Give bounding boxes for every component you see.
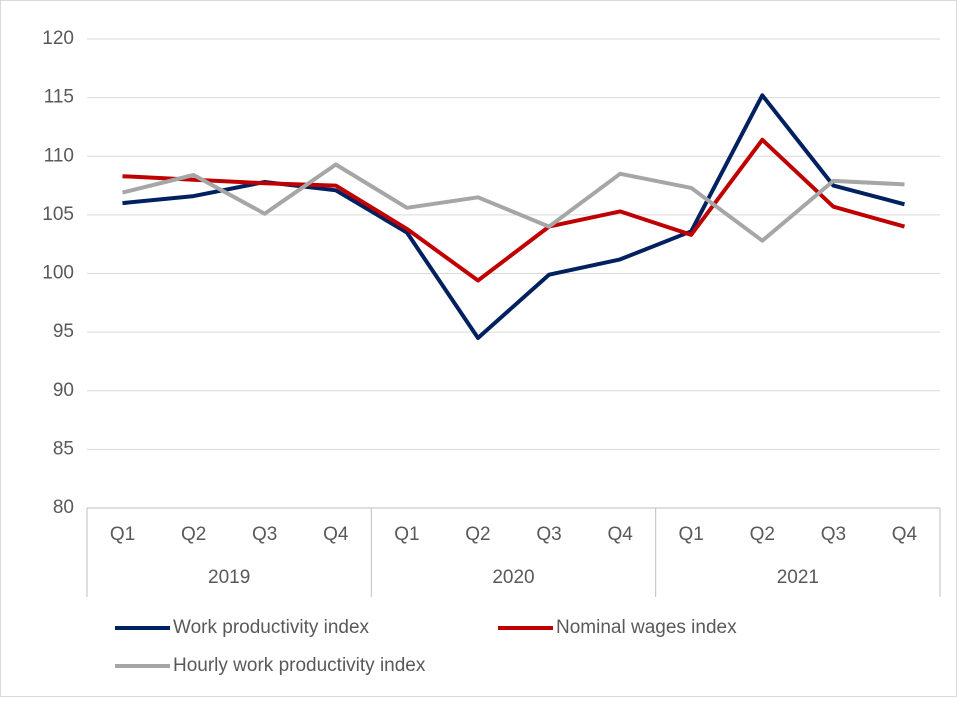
x-tick-label: Q2 (465, 524, 490, 545)
series-line (122, 137, 906, 283)
x-tick-label: Q4 (607, 524, 633, 545)
x-tick-label: Q4 (323, 524, 349, 545)
x-tick-label: Q2 (181, 524, 206, 545)
x-tick-label: Q1 (394, 524, 419, 545)
y-tick-label: 120 (42, 28, 74, 49)
legend-label: Nominal wages index (556, 617, 737, 638)
x-tick-label: Q3 (821, 524, 846, 545)
x-tick-label: Q2 (750, 524, 775, 545)
y-tick-label: 95 (53, 321, 74, 342)
legend-label: Hourly work productivity index (173, 655, 426, 676)
x-tick-label: Q4 (892, 524, 918, 545)
y-tick-label: 80 (53, 497, 74, 518)
legend-label: Work productivity index (173, 617, 370, 638)
y-tick-label: 105 (42, 204, 74, 225)
y-tick-label: 85 (53, 438, 74, 459)
y-tick-label: 100 (42, 263, 74, 284)
x-tick-label: Q1 (679, 524, 704, 545)
y-tick-label: 110 (44, 145, 74, 166)
x-group-label: 2021 (777, 567, 819, 588)
x-group-label: 2020 (492, 567, 534, 588)
series-line (122, 162, 905, 243)
y-tick-label: 115 (44, 87, 74, 108)
y-tick-label: 90 (53, 380, 74, 401)
x-group-label: 2019 (208, 567, 250, 588)
x-tick-label: Q1 (110, 524, 135, 545)
x-tick-label: Q3 (536, 524, 561, 545)
x-tick-label: Q3 (252, 524, 277, 545)
